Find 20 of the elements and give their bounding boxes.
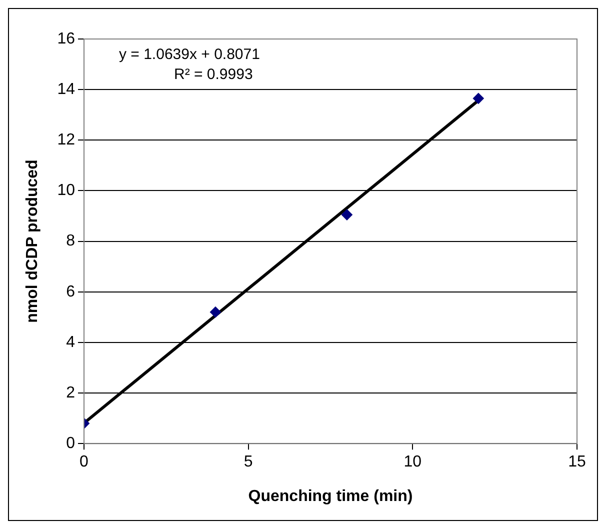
y-tick-label: 12 [57,132,76,149]
y-tick-label: 10 [57,182,76,200]
y-tick-label: 8 [66,232,76,250]
y-tick-label: 0 [66,435,76,452]
y-tick-label: 14 [57,80,76,98]
annotation: y = 1.0639x + 0.8071 [118,46,260,64]
y-axis-title: nmol dCDP produced [24,160,42,323]
x-tick-label: 0 [80,454,89,471]
y-tick-label: 2 [66,384,76,402]
x-tick-label: 15 [568,454,586,471]
point [341,209,352,220]
point [210,306,221,318]
point [472,92,484,104]
x-tick-label: 10 [404,454,422,471]
x-tick-label: 5 [244,454,253,471]
annotation: R² = 0.9993 [174,66,253,84]
x-axis-title: Quenching time (min) [248,488,413,505]
y-tick-label: 16 [57,30,76,48]
y-tick-label: 4 [66,334,76,351]
y-tick-label: 6 [66,283,76,300]
